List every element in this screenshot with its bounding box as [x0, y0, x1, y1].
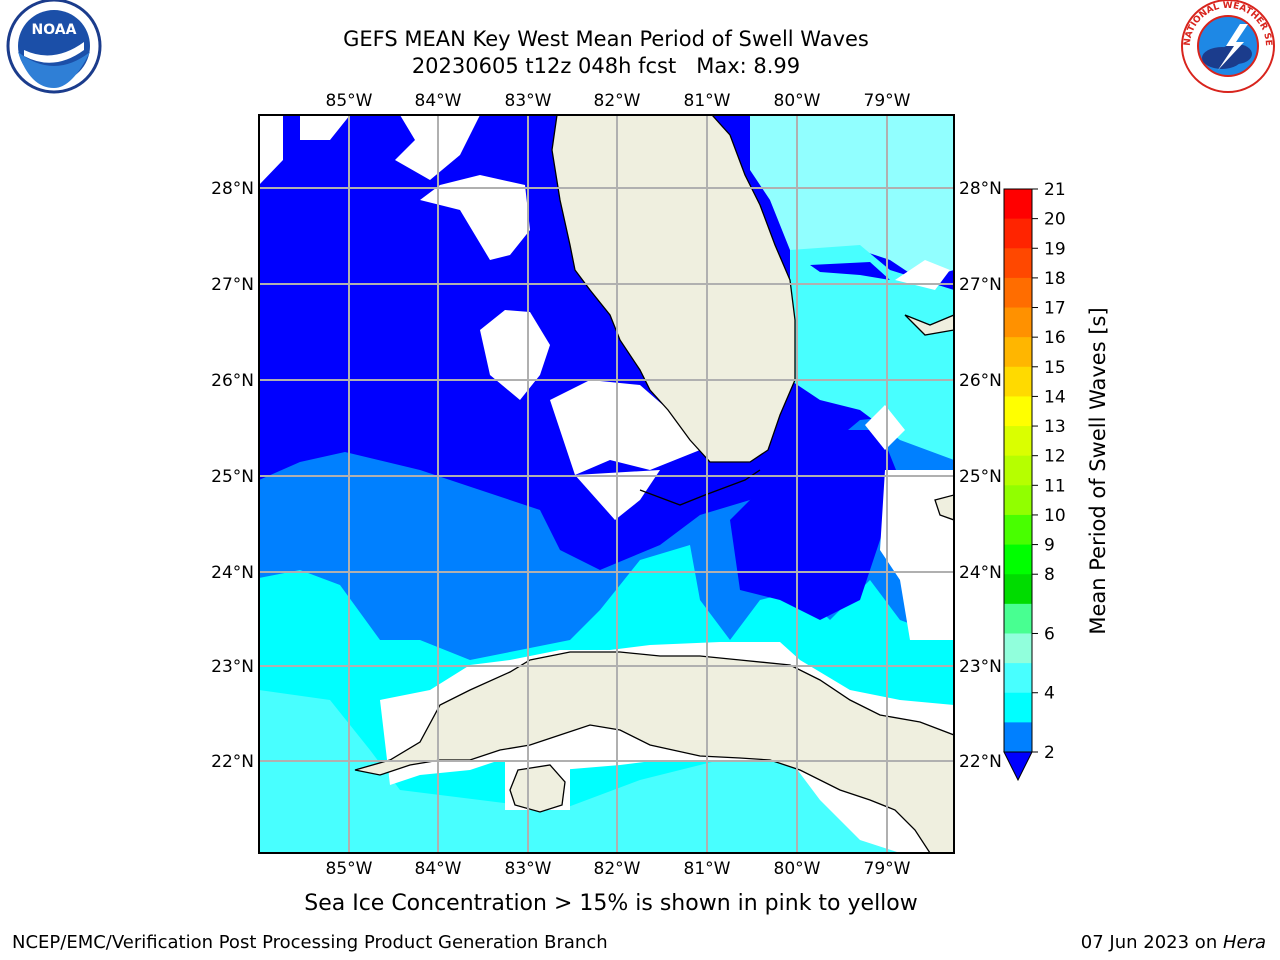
- colorbar-segment: [1004, 307, 1032, 338]
- colorbar-segment: [1004, 514, 1032, 546]
- lat-label: 26°N: [211, 371, 254, 391]
- lon-label: 81°W: [684, 91, 731, 111]
- lon-label: 82°W: [594, 91, 641, 111]
- colorbar-tick-label: 2: [1044, 743, 1055, 763]
- colorbar-segment: [1004, 455, 1032, 486]
- credit-text: NCEP/EMC/Verification Post Processing Pr…: [12, 932, 608, 953]
- colorbar-segment: [1004, 603, 1032, 634]
- colorbar-segment: [1004, 396, 1032, 427]
- lon-label: 81°W: [684, 859, 731, 879]
- lat-label: 23°N: [959, 657, 1002, 677]
- lon-label: 80°W: [774, 859, 821, 879]
- colorbar-segment: [1004, 426, 1032, 457]
- map-gridlines: [259, 115, 954, 853]
- lon-label: 83°W: [505, 91, 552, 111]
- colorbar-tick-label: 12: [1044, 447, 1066, 467]
- lon-label: 82°W: [594, 859, 641, 879]
- colorbar-segment: [1004, 337, 1032, 368]
- colorbar-tick-label: 13: [1044, 417, 1066, 437]
- colorbar-tick-label: 10: [1044, 506, 1066, 526]
- date-stamp: 07 Jun 2023 on Hera: [1081, 932, 1266, 953]
- lat-label: 27°N: [211, 275, 254, 295]
- lat-label: 24°N: [211, 563, 254, 583]
- noaa-logo-text: NOAA: [32, 22, 77, 38]
- lat-labels-right: 28°N 27°N 26°N 25°N 24°N 23°N 22°N: [959, 179, 1002, 772]
- colorbar-extend: [1003, 751, 1033, 782]
- lon-label: 79°W: [864, 91, 911, 111]
- colorbar-segment: [1004, 663, 1032, 694]
- lat-label: 24°N: [959, 563, 1002, 583]
- colorbar-segment: [1004, 544, 1032, 575]
- sea-ice-note: Sea Ice Concentration > 15% is shown in …: [304, 891, 918, 916]
- lat-label: 26°N: [959, 371, 1002, 391]
- colorbar-tick-label: 18: [1044, 269, 1066, 289]
- map-title: GEFS MEAN Key West Mean Period of Swell …: [343, 27, 869, 51]
- lon-label: 80°W: [774, 91, 821, 111]
- colorbar-tick-label: 19: [1044, 239, 1066, 259]
- lon-labels-bottom: 85°W 84°W 83°W 82°W 81°W 80°W 79°W: [326, 859, 911, 879]
- lat-label: 25°N: [959, 467, 1002, 487]
- lat-labels-left: 28°N 27°N 26°N 25°N 24°N 23°N 22°N: [211, 179, 254, 772]
- map-frame: [258, 114, 955, 854]
- colorbar-segment: [1004, 248, 1032, 279]
- colorbar-segment: [1004, 692, 1032, 723]
- colorbar: 21 20 19 18 17 16 15 14 13 12 11 10 9 8 6 4 2: [1003, 180, 1066, 782]
- lat-label: 22°N: [211, 752, 254, 772]
- lat-label: 28°N: [211, 179, 254, 199]
- colorbar-frame: [1003, 188, 1033, 753]
- colorbar-segment: [1004, 485, 1032, 516]
- lon-label: 85°W: [326, 859, 373, 879]
- colorbar-label: Mean Period of Swell Waves [s]: [1086, 307, 1110, 634]
- date-text: 07 Jun 2023 on: [1080, 932, 1223, 953]
- colorbar-tick-label: 15: [1044, 358, 1066, 378]
- lat-label: 28°N: [959, 179, 1002, 199]
- lon-label: 79°W: [864, 859, 911, 879]
- colorbar-segment: [1004, 218, 1032, 249]
- colorbar-tick-label: 6: [1044, 624, 1055, 644]
- colorbar-segment: [1004, 574, 1032, 605]
- lon-label: 83°W: [505, 859, 552, 879]
- colorbar-segment: [1004, 189, 1032, 220]
- colorbar-tick-label: 8: [1044, 565, 1055, 585]
- lon-label: 84°W: [415, 91, 462, 111]
- colorbar-tick-label: 14: [1044, 387, 1066, 407]
- colorbar-segment: [1004, 277, 1032, 309]
- lat-label: 27°N: [959, 275, 1002, 295]
- colorbar-tick-label: 4: [1044, 684, 1055, 704]
- colorbar-segment: [1004, 366, 1032, 397]
- lon-labels-top: 85°W 84°W 83°W 82°W 81°W 80°W 79°W: [326, 91, 911, 111]
- colorbar-segment: [1004, 633, 1032, 664]
- colorbar-tick-label: 9: [1044, 536, 1055, 556]
- lon-label: 85°W: [326, 91, 373, 111]
- host-name: Hera: [1222, 932, 1266, 953]
- colorbar-tick-label: 21: [1044, 180, 1066, 200]
- colorbar-tick-label: 11: [1044, 476, 1066, 496]
- swell-period-field: [259, 115, 954, 853]
- colorbar-tick-label: 16: [1044, 328, 1066, 348]
- lon-label: 84°W: [415, 859, 462, 879]
- map-subtitle: 20230605 t12z 048h fcst Max: 8.99: [411, 54, 801, 78]
- lat-label: 25°N: [211, 467, 254, 487]
- colorbar-tick-label: 20: [1044, 210, 1066, 230]
- lat-label: 23°N: [211, 657, 254, 677]
- colorbar-segment: [1004, 722, 1032, 753]
- colorbar-tick-label: 17: [1044, 299, 1066, 319]
- lat-label: 22°N: [959, 752, 1002, 772]
- noaa-logo: NOAA: [6, 0, 102, 94]
